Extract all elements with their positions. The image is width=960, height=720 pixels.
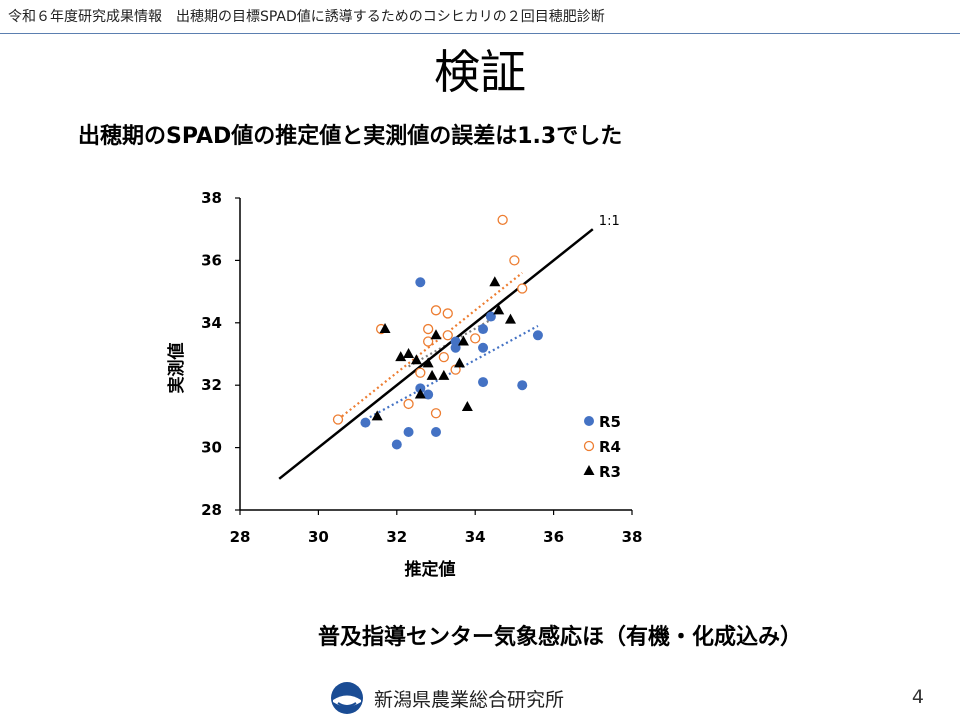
point-r3 (430, 329, 442, 340)
y-tick-label: 36 (201, 251, 222, 269)
point-r4 (438, 351, 449, 363)
trend-line-r3 (408, 318, 492, 368)
point-r3 (371, 410, 383, 421)
point-r5 (478, 342, 489, 353)
point-r4 (403, 398, 414, 410)
organization-name: 新潟県農業総合研究所 (374, 688, 565, 711)
x-axis-title: 推定値 (405, 559, 456, 580)
point-r4 (442, 308, 453, 319)
chart-axes: 28 30 32 34 36 38 28 30 32 34 36 38 (201, 189, 642, 546)
y-tick-label: 28 (201, 501, 222, 519)
point-r3 (504, 313, 516, 324)
legend-marker-r4 (583, 440, 595, 452)
point-r5 (517, 380, 528, 391)
point-r5 (532, 330, 543, 341)
reference-line-label: 1:1 (599, 214, 620, 229)
point-r3 (426, 369, 438, 380)
point-r4 (497, 214, 508, 225)
slide-header: 令和６年度研究成果情報 出穂期の目標SPAD値に誘導するためのコシヒカリの２回目… (8, 9, 605, 25)
point-r5 (423, 389, 434, 400)
y-tick-label: 34 (201, 314, 222, 332)
point-r4 (517, 283, 528, 294)
point-r3 (493, 304, 505, 315)
point-r4 (470, 333, 481, 344)
trend-line-r4 (337, 272, 523, 421)
point-r3 (379, 323, 391, 334)
point-r4 (442, 330, 453, 341)
x-tick-label: 32 (386, 528, 407, 546)
point-r4 (332, 414, 344, 425)
y-tick-label: 38 (201, 189, 222, 207)
point-r3 (414, 388, 426, 399)
point-r5 (478, 324, 489, 335)
point-r5 (431, 427, 441, 437)
reference-line-group (278, 228, 594, 480)
point-r5 (415, 277, 426, 288)
point-r5 (478, 377, 489, 388)
chart-legend: R5 R4 R3 (583, 413, 621, 481)
legend-label-r3: R3 (599, 463, 621, 481)
legend-marker-r5 (584, 416, 594, 426)
point-r4 (509, 255, 520, 266)
point-r4 (430, 305, 442, 316)
header-divider (0, 33, 960, 34)
point-r3 (454, 357, 466, 368)
point-r5 (415, 383, 426, 394)
point-r4 (423, 336, 434, 347)
point-r3 (489, 276, 501, 287)
point-r3 (457, 335, 469, 346)
x-tick-label: 38 (622, 528, 643, 546)
point-r3 (395, 351, 407, 362)
legend-label-r5: R5 (599, 413, 621, 431)
x-tick-label: 28 (230, 528, 251, 546)
x-tick-label: 34 (465, 528, 486, 546)
point-r3 (438, 369, 450, 380)
point-r3 (403, 348, 415, 358)
data-points (332, 214, 543, 450)
y-tick-label: 30 (201, 439, 222, 457)
legend-marker-r3 (583, 465, 595, 475)
point-r3 (410, 354, 422, 365)
point-r5 (391, 439, 402, 450)
y-axis-title: 実測値 (166, 343, 187, 394)
slide-title: 検証 (434, 45, 526, 99)
x-tick-label: 36 (543, 528, 564, 546)
legend-label-r4: R4 (599, 438, 621, 456)
slide-subtitle: 出穂期のSPAD値の推定値と実測値の誤差は1.3でした (78, 124, 623, 149)
point-r4 (423, 323, 434, 335)
x-tick-label: 30 (308, 528, 329, 546)
point-r3 (422, 357, 434, 368)
trend-lines (337, 272, 539, 421)
point-r4 (430, 408, 442, 419)
footer: 新潟県農業総合研究所 (330, 682, 565, 714)
y-tick-label: 32 (201, 376, 222, 394)
point-r4 (415, 367, 426, 378)
reference-line (278, 228, 594, 480)
point-r5 (403, 427, 414, 437)
organization-logo-icon (331, 682, 363, 714)
point-r3 (461, 401, 473, 412)
data-source-note: 普及指導センター気象感応ほ（有機・化成込み） (318, 625, 803, 650)
point-r5 (360, 417, 371, 428)
page-number: 4 (911, 686, 924, 708)
